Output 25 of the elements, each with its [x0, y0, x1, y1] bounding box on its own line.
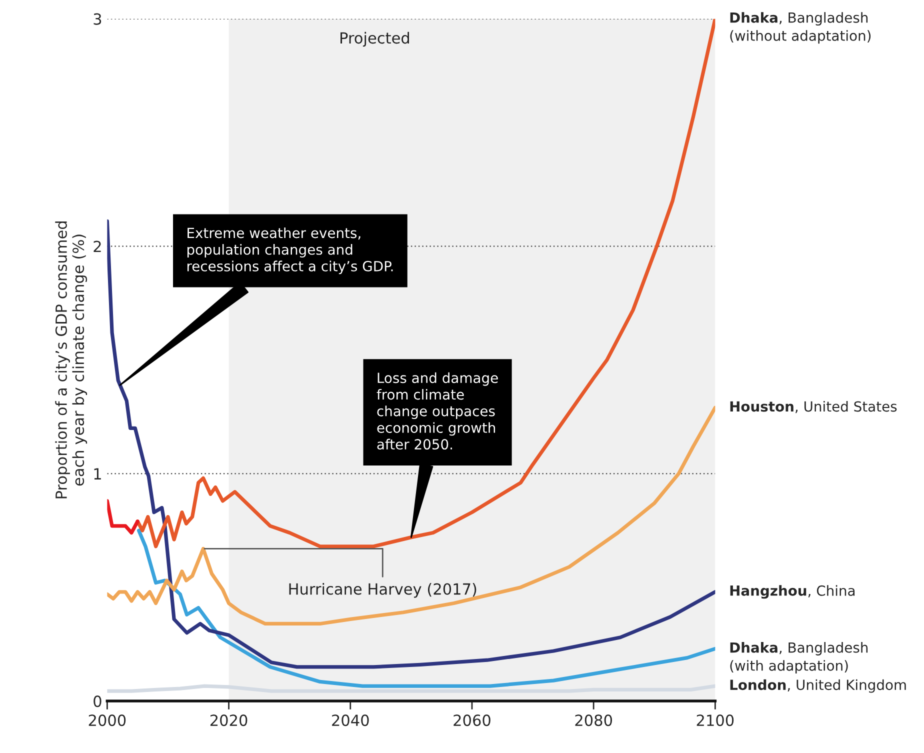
annotation: Loss and damage from climate change outpaces economic growth after 2050. — [376, 372, 498, 450]
x-tick-label: 2060 — [454, 714, 490, 726]
x-tick-label: 2000 — [88, 714, 126, 726]
line-series — [136, 528, 716, 688]
annotation: Extreme weather events, population changes and recessions affect a city’s GDP. — [187, 227, 393, 274]
series-label: London, United Kingdom — [730, 679, 906, 693]
y-axis-title: Proportion of a city’s GDP consumed each year by climate change (%) — [55, 222, 88, 498]
y-tick-label: 3 — [94, 13, 102, 25]
x-tick-label: 2100 — [696, 714, 734, 726]
band-label: Projected — [340, 32, 409, 47]
y-tick-label: 1 — [94, 468, 101, 480]
series-label: Dhaka, Bangladesh (with adaptation) — [730, 642, 868, 674]
line-series — [107, 219, 716, 669]
line-series — [107, 499, 140, 535]
y-tick-label: 0 — [94, 696, 102, 708]
series-label: Hangzhou, China — [730, 585, 855, 599]
y-tick-label: 2 — [94, 240, 101, 252]
x-tick-label: 2040 — [332, 714, 369, 726]
series-label: Dhaka, Bangladesh (without adaptation) — [730, 12, 871, 44]
x-tick-label: 2020 — [210, 714, 248, 726]
annotation: Hurricane Harvey (2017) — [289, 582, 476, 598]
line-series — [107, 406, 716, 626]
series-label: Houston, United States — [730, 400, 897, 414]
line-series — [136, 18, 716, 548]
x-tick-label: 2080 — [575, 714, 612, 726]
